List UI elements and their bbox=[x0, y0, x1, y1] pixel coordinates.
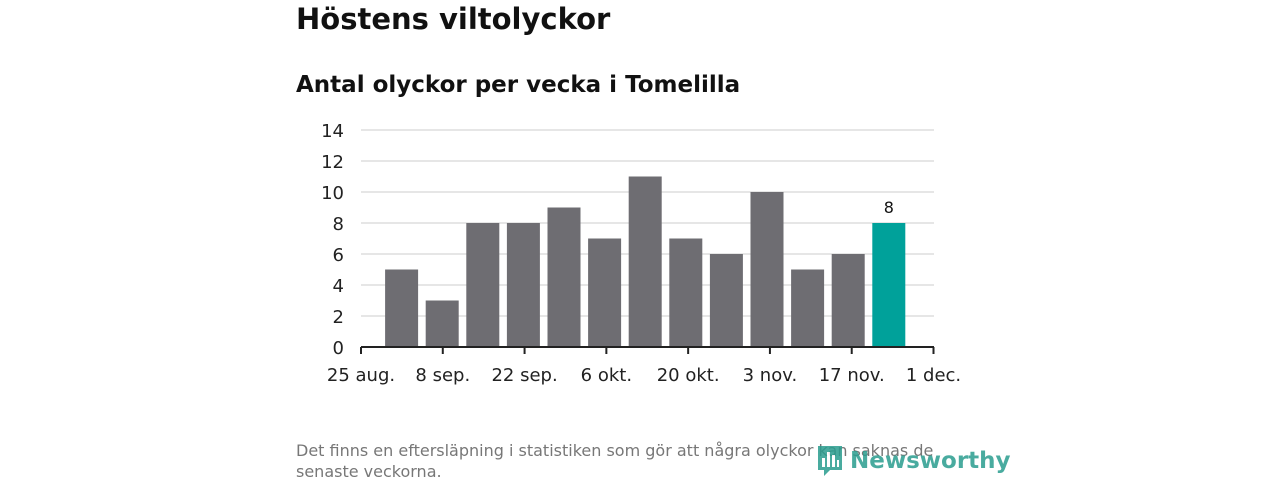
y-tick-label: 8 bbox=[333, 214, 344, 235]
bar bbox=[669, 238, 703, 347]
y-tick-label: 2 bbox=[333, 307, 344, 328]
axis-labels: 0 2 4 6 8 10 12 14 8 25 aug. 8 sep. 22 sep. 6 okt. 20… bbox=[321, 121, 961, 386]
bar-chart: 0 2 4 6 8 10 12 14 8 25 aug. 8 sep. 22 sep. 6 okt. 20… bbox=[321, 121, 961, 386]
x-tick-label: 3 nov. bbox=[743, 365, 798, 386]
bar bbox=[547, 207, 581, 347]
bar bbox=[425, 300, 459, 347]
x-tick-label: 22 sep. bbox=[491, 365, 557, 386]
bar bbox=[385, 269, 419, 347]
bar bbox=[831, 254, 865, 347]
bars bbox=[385, 176, 906, 347]
bar-data-label: 8 bbox=[884, 198, 894, 217]
chart-subtitle: Antal olyckor per vecka i Tomelilla bbox=[296, 72, 741, 98]
y-tick-label: 10 bbox=[321, 183, 344, 204]
bar bbox=[466, 223, 500, 347]
x-tick-label: 1 dec. bbox=[906, 365, 961, 386]
x-tick-label: 20 okt. bbox=[657, 365, 720, 386]
bar bbox=[791, 269, 825, 347]
bar bbox=[588, 238, 622, 347]
y-tick-label: 6 bbox=[333, 245, 344, 266]
y-tick-label: 12 bbox=[321, 152, 344, 173]
y-tick-label: 4 bbox=[333, 276, 344, 297]
x-tick-label: 6 okt. bbox=[581, 365, 632, 386]
x-tick-label: 17 nov. bbox=[819, 365, 885, 386]
page-title: Höstens viltolyckor bbox=[296, 2, 611, 36]
y-tick-label: 0 bbox=[333, 338, 344, 359]
x-tick-label: 8 sep. bbox=[415, 365, 470, 386]
bar-highlight bbox=[872, 223, 906, 347]
bar bbox=[628, 176, 662, 347]
newsworthy-bar-chart-icon bbox=[818, 446, 842, 476]
logo-text: Newsworthy bbox=[850, 448, 1011, 474]
newsworthy-logo: Newsworthy bbox=[816, 444, 1011, 478]
bar bbox=[709, 254, 743, 347]
x-axis bbox=[360, 346, 935, 354]
bar bbox=[506, 223, 540, 347]
footnote: Det finns en eftersläpning i statistiken… bbox=[296, 441, 934, 480]
y-tick-label: 14 bbox=[321, 121, 344, 142]
x-tick-label: 25 aug. bbox=[327, 365, 395, 386]
bar bbox=[750, 192, 784, 347]
